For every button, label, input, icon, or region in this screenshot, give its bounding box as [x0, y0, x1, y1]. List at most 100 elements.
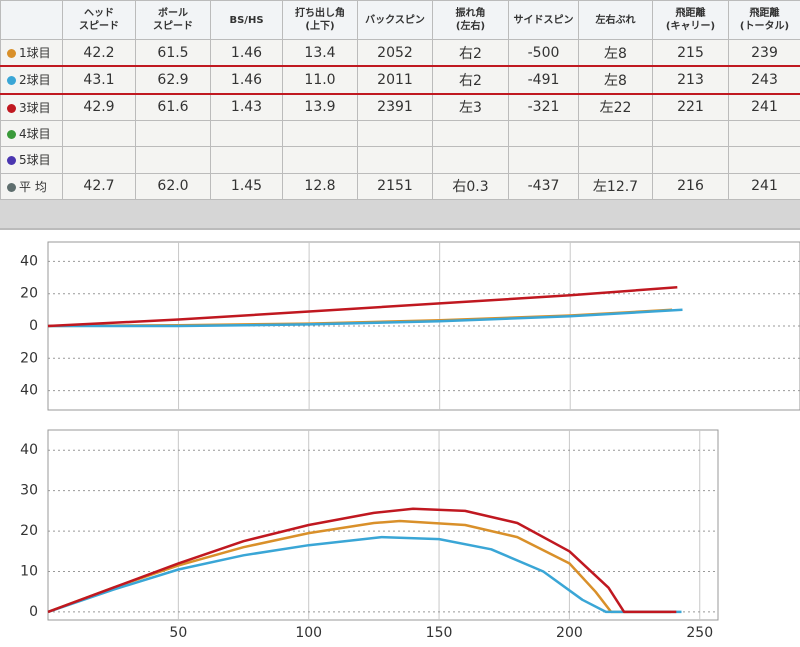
header-text: ボール [158, 8, 188, 19]
row-label: 5球目 [0, 146, 63, 174]
cell: 13.4 [282, 39, 358, 67]
y-tick-label: 20 [20, 523, 38, 539]
shot-dot [7, 103, 16, 113]
shot-row: 3球目 42.9 61.6 1.43 13.9 2391 左3 -321 左22 221 241 [0, 93, 800, 121]
x-tick-label: 100 [295, 625, 322, 641]
cell: 241 [728, 93, 800, 121]
y-tick-label: 0 [29, 604, 38, 620]
header-row: ヘッドスピード ボールスピード BS/HS 打ち出し角 (上下) バックスピン 振れ角 (左右… [0, 0, 800, 40]
row-label: 2球目 [0, 65, 63, 95]
y-tick-label: 0 [29, 318, 38, 334]
corner-cell [0, 0, 63, 40]
empty-cell [578, 146, 653, 174]
empty-cell [508, 119, 579, 148]
trajectory-line [47, 519, 672, 614]
cell: -500 [508, 39, 579, 67]
y-tick-label: 10 [20, 563, 38, 579]
header-text: 飛距離 [749, 8, 780, 19]
row-label: 平 均 [0, 172, 63, 201]
header-text: (トータル) [739, 21, 790, 32]
y-tick-label: 20 [20, 286, 38, 302]
header-text: (左右) [455, 21, 486, 32]
empty-cell [282, 146, 358, 174]
row-label-text: 3球目 [19, 100, 51, 115]
empty-cell [508, 146, 579, 174]
row-label-text: 平 均 [19, 179, 47, 194]
trajectory-line [47, 535, 682, 614]
row-label-text: 1球目 [19, 46, 51, 61]
cell: 239 [728, 39, 800, 67]
header-text: (上下) [305, 21, 335, 32]
cell: 右0.3 [432, 172, 509, 201]
cell: 61.5 [135, 39, 211, 67]
shot-row: 5球目 [0, 146, 800, 174]
cell: 62.9 [135, 65, 211, 95]
trajectory-line [47, 507, 677, 614]
y-tick-label: 20 [20, 350, 38, 366]
column-header: 飛距離 (キャリー) [652, 0, 729, 40]
column-header: バックスピン [357, 0, 433, 40]
empty-cell [62, 119, 136, 148]
shot-dot [7, 49, 16, 59]
shot-dot [7, 76, 16, 86]
trajectory-line [47, 285, 678, 328]
trajectory-line [48, 308, 683, 328]
column-header: 振れ角 (左右) [432, 0, 509, 40]
header-text: 飛距離 [675, 8, 706, 19]
cell: 241 [728, 172, 800, 201]
cell: -491 [508, 65, 579, 95]
header-text: サイドスピン [513, 14, 574, 26]
cell: 243 [728, 65, 800, 95]
shot-dot [7, 182, 16, 192]
header-text: BS/HS [229, 14, 264, 26]
cell: -321 [508, 93, 579, 121]
shot-row: 2球目 43.1 62.9 1.46 11.0 2011 右2 -491 左8 213 243 [0, 65, 800, 95]
row-label-text: 5球目 [19, 153, 51, 168]
row-label: 1球目 [0, 39, 63, 67]
column-header: BS/HS [210, 0, 283, 40]
y-tick-label: 30 [20, 483, 38, 499]
cell: 43.1 [62, 65, 136, 95]
row-label-text: 2球目 [19, 73, 51, 88]
header-text: ヘッド [84, 8, 114, 19]
column-header: 左右ぶれ [578, 0, 653, 40]
divider [0, 200, 800, 230]
shot-dot [7, 156, 16, 166]
y-tick-label: 40 [20, 253, 38, 269]
cell: 右2 [432, 39, 509, 67]
cell: 1.45 [210, 172, 283, 201]
x-tick-label: 250 [686, 625, 713, 641]
column-header: サイドスピン [508, 0, 579, 40]
cell: 213 [652, 65, 729, 95]
cell: 62.0 [135, 172, 211, 201]
y-tick-label: 40 [20, 442, 38, 458]
cell: 2011 [357, 65, 433, 95]
x-tick-label: 150 [426, 625, 453, 641]
cell: 2151 [357, 172, 433, 201]
column-header: 打ち出し角 (上下) [282, 0, 358, 40]
cell: 61.6 [135, 93, 211, 121]
header-text: バックスピン [365, 14, 425, 26]
cell: 右2 [432, 65, 509, 95]
shot-dot [7, 130, 16, 140]
shot-row: 4球目 [0, 119, 800, 148]
cell: 左3 [432, 93, 509, 121]
plot-area [47, 429, 719, 621]
header-text: 打ち出し角 [295, 8, 345, 19]
cell: 11.0 [282, 65, 358, 95]
cell: 215 [652, 39, 729, 67]
cell: -437 [508, 172, 579, 201]
header-text: スピード [79, 21, 119, 32]
cell: 42.7 [62, 172, 136, 201]
header-text: 左右ぶれ [595, 14, 636, 26]
shot-row: 平 均 42.7 62.0 1.45 12.8 2151 右0.3 -437 左12.7 216 2… [0, 172, 800, 201]
empty-cell [432, 146, 509, 174]
header-text: 振れ角 [455, 8, 486, 19]
column-header: 飛距離 (トータル) [728, 0, 800, 40]
header-text: スピード [153, 21, 193, 32]
y-tick-label: 40 [20, 383, 38, 399]
cell: 左12.7 [578, 172, 653, 201]
x-tick-label: 200 [556, 625, 583, 641]
header-text: (キャリー) [665, 21, 716, 32]
